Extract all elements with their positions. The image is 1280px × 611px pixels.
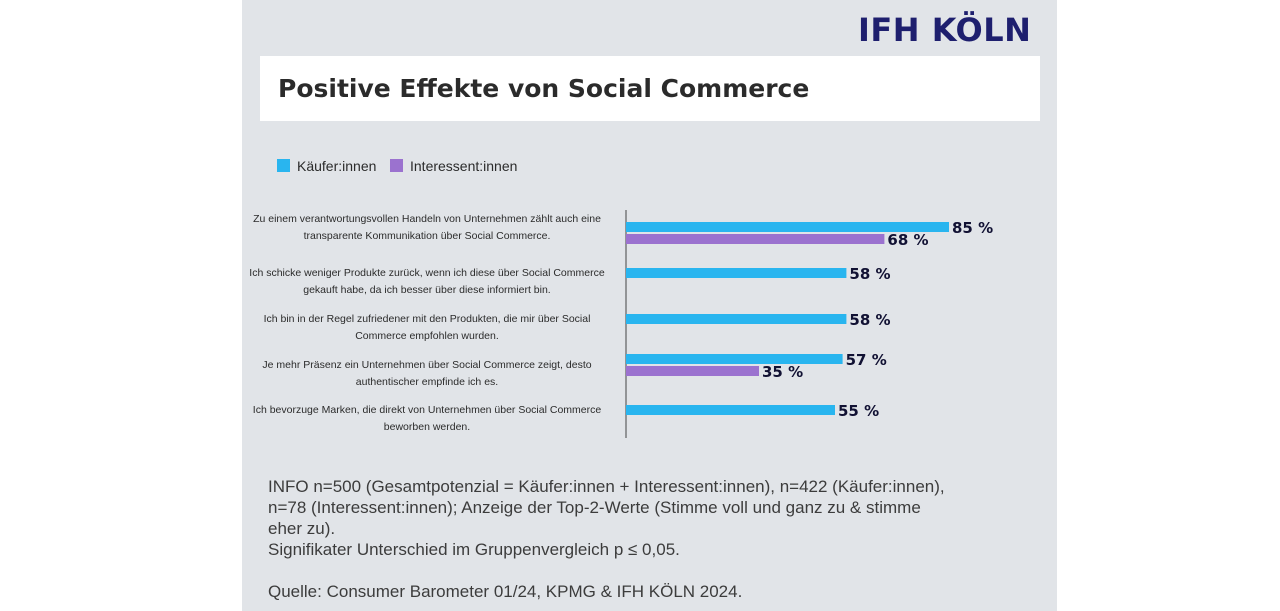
bar-interested-4 — [626, 366, 759, 376]
value-label-buyers-4: 57 % — [846, 351, 887, 369]
bar-buyers-4 — [626, 354, 843, 364]
bar-buyers-2 — [626, 268, 847, 278]
chart-title: Positive Effekte von Social Commerce — [278, 74, 810, 103]
legend-label-interested: Interessent:innen — [410, 158, 518, 174]
value-label-interested-1: 68 % — [887, 231, 928, 249]
value-label-interested-4: 35 % — [762, 363, 803, 381]
info-line-2: n=78 (Interessent:innen); Anzeige der To… — [268, 498, 921, 517]
bar-interested-1 — [626, 234, 885, 244]
info-line-4: Signifikater Unterschied im Gruppenvergl… — [268, 540, 680, 559]
title-box: Positive Effekte von Social Commerce — [260, 56, 1040, 121]
legend-label-buyers: Käufer:innen — [297, 158, 377, 174]
category-label-1: Zu einem verantwortungsvollen Handeln vo… — [253, 213, 601, 242]
bar-buyers-1 — [626, 222, 949, 232]
value-label-buyers-1: 85 % — [952, 219, 993, 237]
legend-swatch-interested — [390, 159, 403, 172]
category-label-5: Ich bevorzuge Marken, die direkt von Unt… — [252, 404, 602, 433]
value-label-buyers-3: 58 % — [849, 311, 890, 329]
ifh-koeln-logo: IFH KÖLN — [858, 11, 1032, 49]
info-note: INFO n=500 (Gesamtpotenzial = Käufer:inn… — [268, 476, 1048, 560]
category-label-2: Ich schicke weniger Produkte zurück, wen… — [249, 267, 605, 296]
value-label-buyers-2: 58 % — [849, 265, 890, 283]
info-line-3: eher zu). — [268, 519, 336, 538]
source-note: Quelle: Consumer Barometer 01/24, KPMG &… — [268, 582, 743, 601]
value-label-buyers-5: 55 % — [838, 402, 879, 420]
category-label-3: Ich bin in der Regel zufriedener mit den… — [263, 313, 591, 342]
legend-swatch-buyers — [277, 159, 290, 172]
bar-buyers-5 — [626, 405, 835, 415]
bar-buyers-3 — [626, 314, 847, 324]
category-label-4: Je mehr Präsenz ein Unternehmen über Soc… — [262, 359, 592, 388]
info-line-1: INFO n=500 (Gesamtpotenzial = Käufer:inn… — [268, 477, 945, 496]
